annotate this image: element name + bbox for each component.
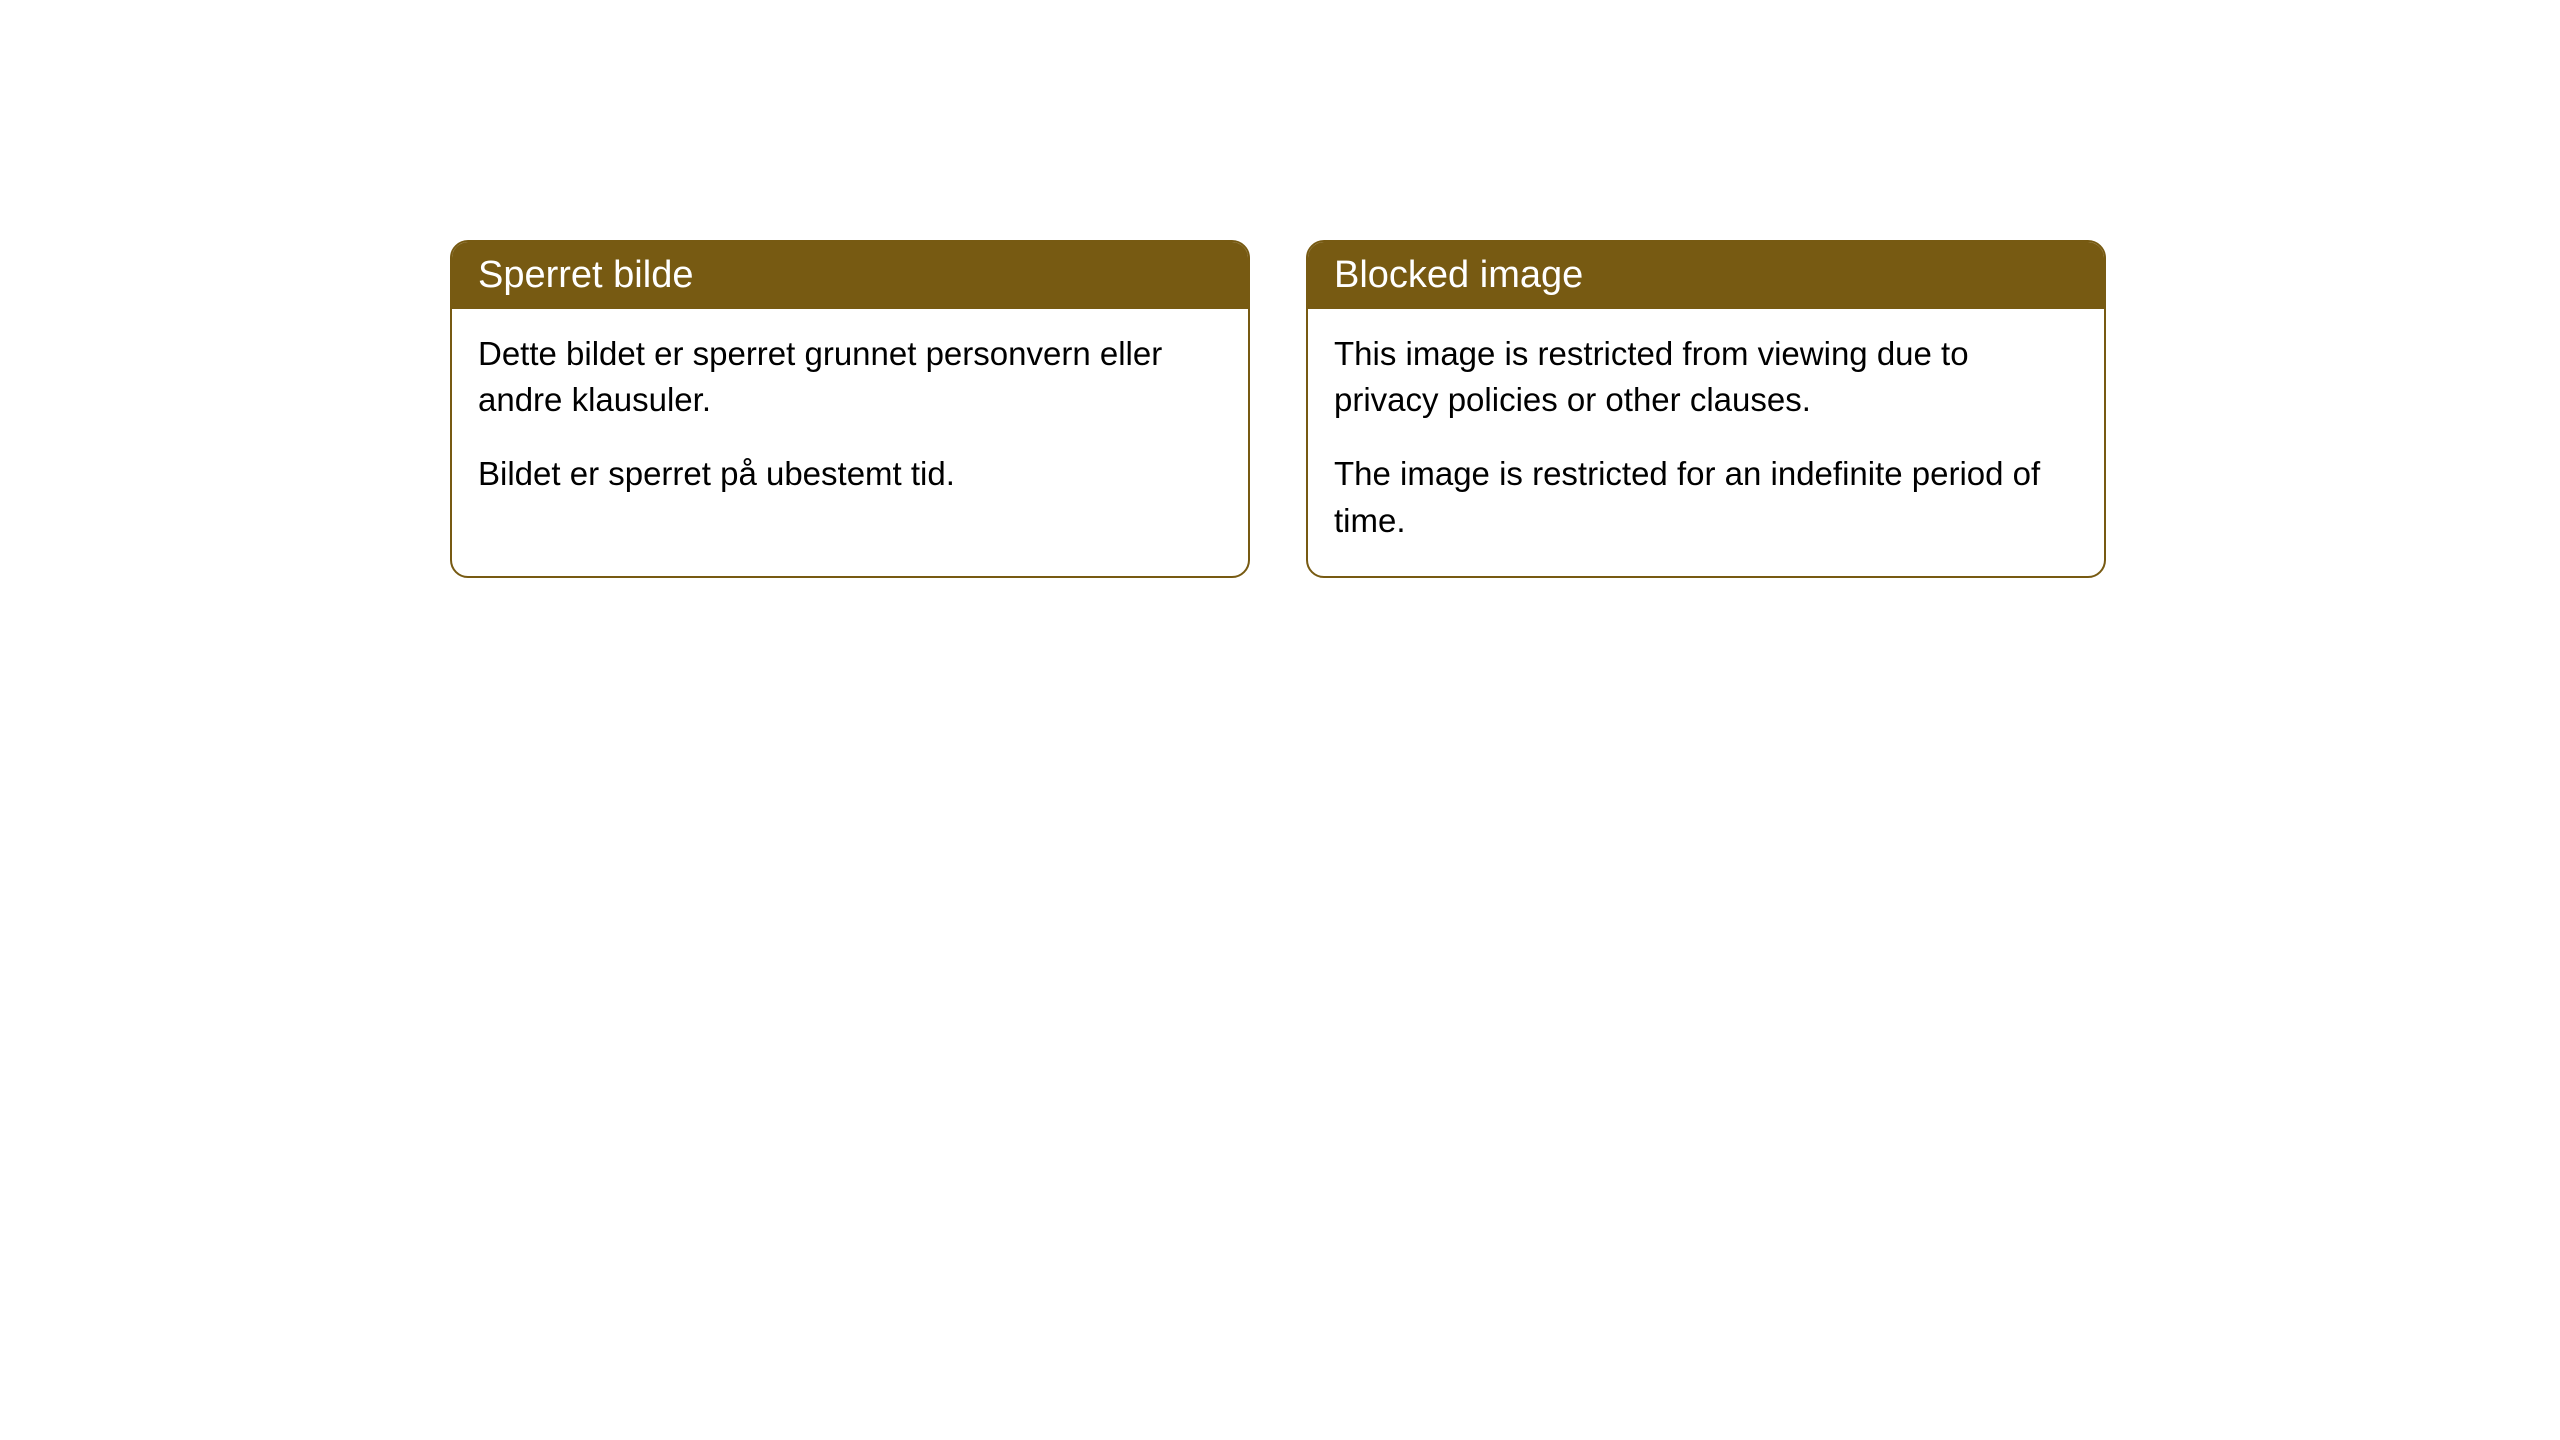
blocked-image-card-norwegian: Sperret bilde Dette bildet er sperret gr… (450, 240, 1250, 578)
card-header: Blocked image (1308, 242, 2104, 309)
card-header: Sperret bilde (452, 242, 1248, 309)
card-body: Dette bildet er sperret grunnet personve… (452, 309, 1248, 530)
card-paragraph: Dette bildet er sperret grunnet personve… (478, 331, 1222, 423)
card-body: This image is restricted from viewing du… (1308, 309, 2104, 576)
card-paragraph: Bildet er sperret på ubestemt tid. (478, 451, 1222, 497)
blocked-image-card-english: Blocked image This image is restricted f… (1306, 240, 2106, 578)
card-paragraph: This image is restricted from viewing du… (1334, 331, 2078, 423)
cards-container: Sperret bilde Dette bildet er sperret gr… (450, 240, 2560, 578)
card-paragraph: The image is restricted for an indefinit… (1334, 451, 2078, 543)
